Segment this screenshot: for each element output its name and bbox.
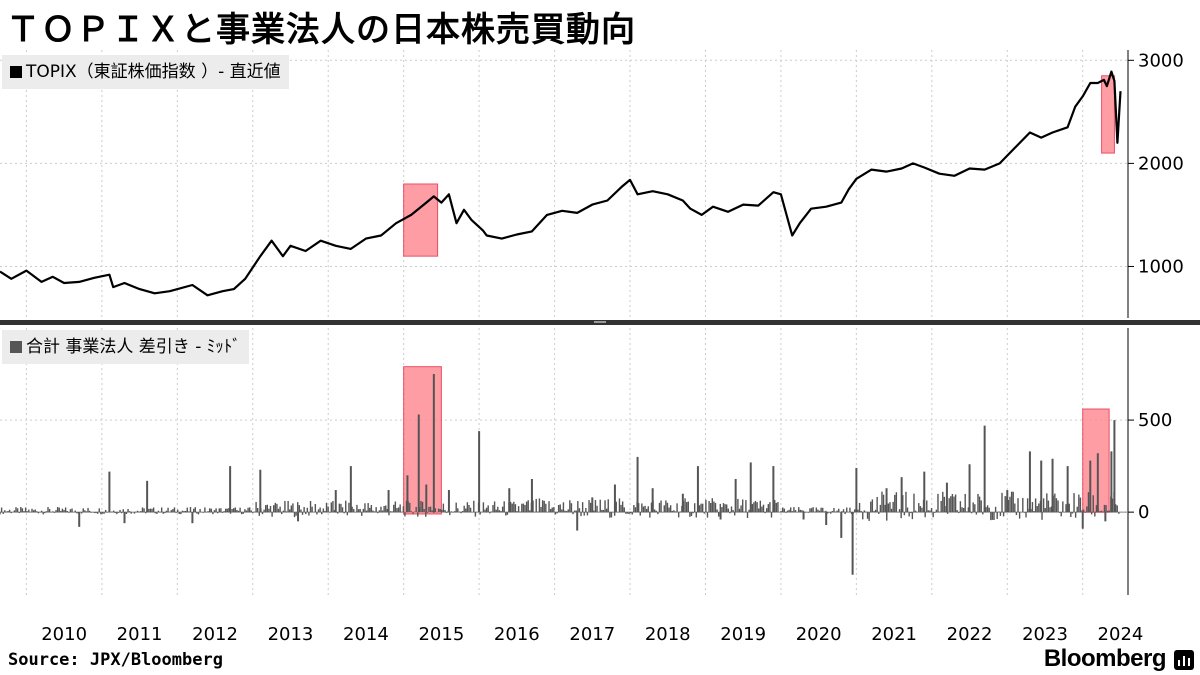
legend-swatch xyxy=(10,341,22,353)
bloomberg-logo: Bloomberg xyxy=(1043,645,1167,672)
x-tick-label: 2022 xyxy=(947,624,993,645)
legend-swatch xyxy=(10,66,22,78)
x-tick-label: 2021 xyxy=(871,624,917,645)
corporate-flow-legend: 合計 事業法人 差引き - ﾐｯﾄﾞ xyxy=(2,330,249,364)
x-tick-label: 2012 xyxy=(192,624,238,645)
x-tick-label: 2014 xyxy=(343,624,389,645)
x-tick-label: 2016 xyxy=(494,624,540,645)
topix-legend-label: TOPIX（東証株価指数 ）- 直近値 xyxy=(26,62,281,82)
x-tick-label: 2023 xyxy=(1022,624,1068,645)
x-tick-label: 2011 xyxy=(117,624,163,645)
highlight-box xyxy=(1082,408,1110,513)
topix-line xyxy=(0,70,1122,297)
y-tick-label: 2000 xyxy=(1138,153,1184,174)
highlight-box xyxy=(1101,75,1115,154)
corporate-flow-legend-label: 合計 事業法人 差引き - ﾐｯﾄﾞ xyxy=(26,337,241,357)
x-tick-label: 2010 xyxy=(41,624,87,645)
x-tick-label: 2024 xyxy=(1098,624,1144,645)
x-tick-label: 2017 xyxy=(569,624,615,645)
x-tick-label: 2013 xyxy=(268,624,314,645)
bar-series xyxy=(0,491,1120,521)
x-tick-label: 2015 xyxy=(418,624,464,645)
x-tick-label: 2018 xyxy=(645,624,691,645)
y-tick-label: 500 xyxy=(1138,410,1172,431)
bar-chart-icon xyxy=(1174,650,1194,670)
y-tick-label: 1000 xyxy=(1138,256,1184,277)
y-tick-label: 3000 xyxy=(1138,50,1184,71)
highlight-box xyxy=(403,183,439,257)
highlight-box xyxy=(403,366,442,515)
source-note: Source: JPX/Bloomberg xyxy=(8,650,223,670)
x-tick-label: 2020 xyxy=(796,624,842,645)
chart-title: ＴＯＰＩＸと事業法人の日本株売買動向 xyxy=(6,10,636,50)
topix-legend: TOPIX（東証株価指数 ）- 直近値 xyxy=(2,55,289,89)
y-tick-label: 0 xyxy=(1138,502,1149,523)
divider-handle xyxy=(594,321,606,323)
x-tick-label: 2019 xyxy=(720,624,766,645)
